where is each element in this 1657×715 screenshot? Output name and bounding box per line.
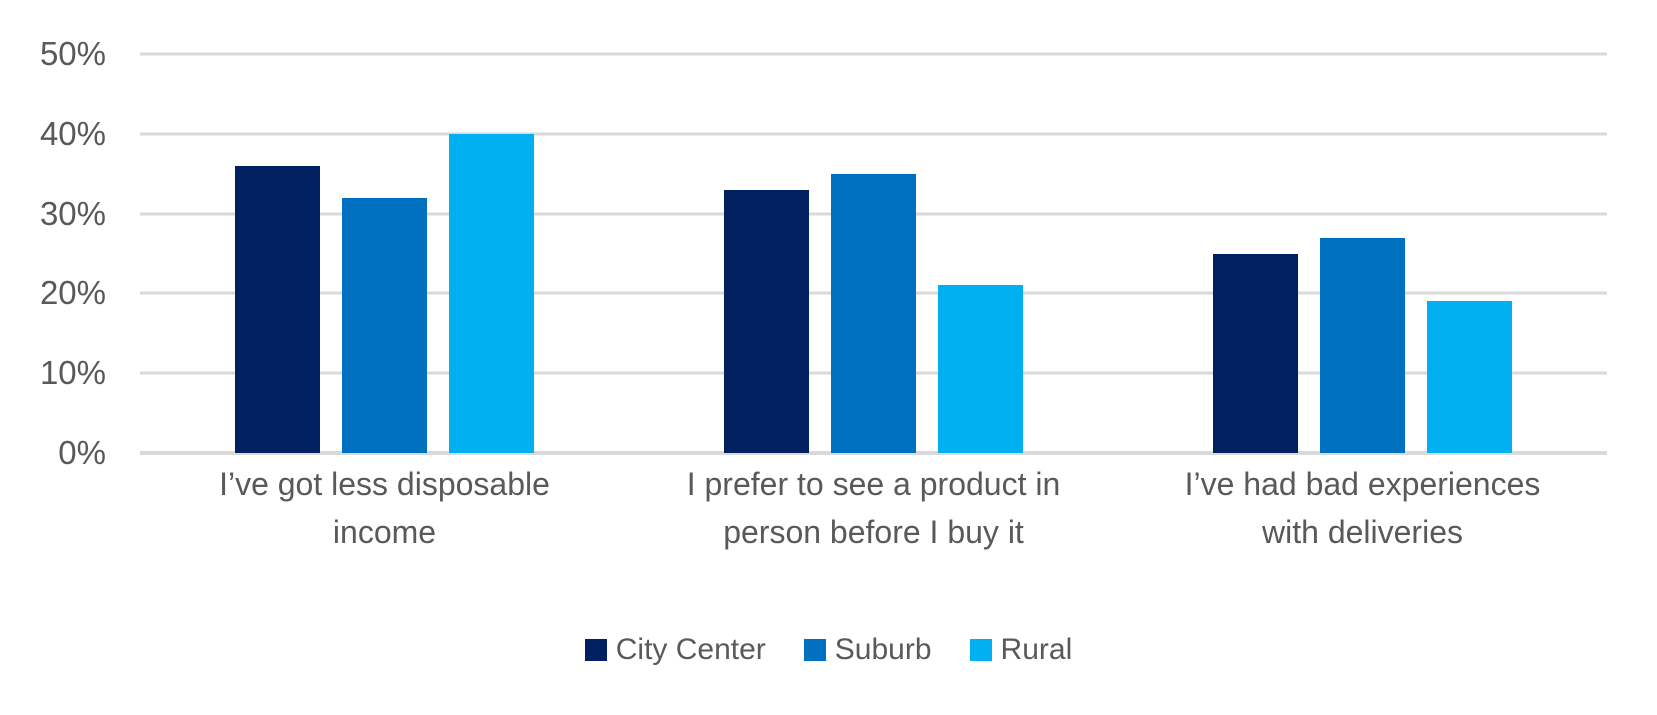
bar-suburb <box>1320 237 1405 453</box>
y-axis-tick-label: 10% <box>39 354 106 392</box>
x-axis-labels: I’ve got less disposable income I prefer t… <box>140 460 1607 556</box>
bar-city-center <box>235 165 320 453</box>
legend-swatch-icon <box>803 639 826 661</box>
bar-rural <box>1427 301 1512 453</box>
legend-item-suburb: Suburb <box>803 633 932 667</box>
y-axis-tick-label: 40% <box>39 114 106 152</box>
y-axis-tick-label: 30% <box>39 194 106 232</box>
bar-group <box>629 54 1118 453</box>
y-axis-tick-label: 20% <box>39 274 106 312</box>
y-axis: 50% 40% 30% 20% 10% 0% <box>0 35 106 471</box>
bar-suburb <box>342 197 427 453</box>
bar-city-center <box>1213 253 1298 453</box>
y-axis-tick-label: 0% <box>58 434 106 471</box>
legend-item-rural: Rural <box>969 633 1073 667</box>
category-label: I prefer to see a product in person befor… <box>686 466 1061 550</box>
bar-rural <box>938 285 1023 453</box>
bar-group <box>1118 54 1607 453</box>
bar-city-center <box>724 189 809 453</box>
legend-swatch-icon <box>584 639 607 661</box>
legend-item-city-center: City Center <box>584 633 766 667</box>
legend-label: Suburb <box>834 633 932 666</box>
category-label: I’ve had bad experiences with deliveries <box>1184 466 1541 550</box>
bar-group <box>140 54 629 453</box>
bar-rural <box>449 133 534 453</box>
legend-label: City Center <box>615 633 766 666</box>
bar-groups <box>140 54 1607 453</box>
gridline <box>140 451 1607 455</box>
bar-suburb <box>831 173 916 453</box>
category-label: I’ve got less disposable income <box>219 466 550 550</box>
gridline <box>140 132 1607 136</box>
gridline <box>140 52 1607 56</box>
y-axis-tick-label: 50% <box>39 35 106 72</box>
legend-swatch-icon <box>969 639 992 661</box>
plot-area <box>140 52 1607 455</box>
legend: City Center Suburb Rural <box>0 628 1657 672</box>
legend-label: Rural <box>1000 633 1073 666</box>
